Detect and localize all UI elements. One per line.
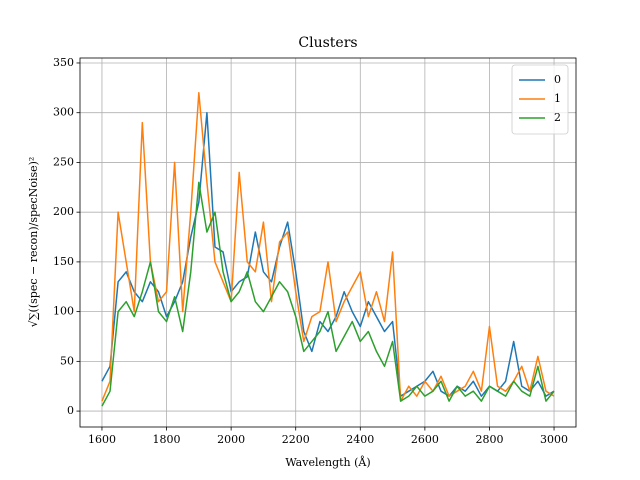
legend: 0 1 2 [511, 64, 569, 135]
axes-frame [79, 57, 577, 428]
x-tick-label: 1600 [88, 433, 116, 446]
y-tick-label: 100 [53, 305, 74, 318]
y-tick-label: 150 [53, 255, 74, 268]
x-tick-label: 2400 [346, 433, 374, 446]
data-line [101, 181, 555, 407]
y-tick-label: 200 [53, 205, 74, 218]
x-tick-label: 3000 [540, 433, 568, 446]
y-tick-label: 50 [60, 354, 74, 367]
x-tick-label: 2000 [217, 433, 245, 446]
y-tick-label: 350 [53, 56, 74, 69]
chart-title: Clusters [298, 35, 357, 51]
legend-label: 0 [554, 73, 561, 86]
legend-label: 2 [554, 111, 561, 124]
y-tick-label: 250 [53, 155, 74, 168]
x-axis-label: Wavelength (Å) [285, 455, 370, 469]
y-axis-label: √∑((spec − recon)/specNoise)² [27, 157, 40, 328]
y-tick-label: 0 [67, 404, 74, 417]
y-tick-label: 300 [53, 106, 74, 119]
x-tick-label: 1800 [153, 433, 181, 446]
plot-lines [101, 92, 555, 407]
x-tick-label: 2600 [411, 433, 439, 446]
data-line [101, 92, 555, 402]
legend-label: 1 [554, 92, 561, 105]
x-tick-label: 2200 [282, 433, 310, 446]
data-line [101, 111, 555, 397]
x-tick-label: 2800 [475, 433, 503, 446]
